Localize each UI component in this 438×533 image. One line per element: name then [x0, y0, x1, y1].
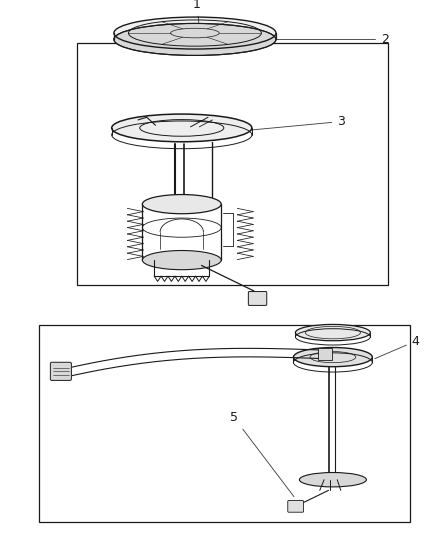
Text: 2: 2: [262, 33, 389, 46]
FancyBboxPatch shape: [39, 325, 410, 522]
FancyBboxPatch shape: [318, 348, 332, 360]
Ellipse shape: [142, 251, 221, 270]
Ellipse shape: [293, 348, 372, 367]
Ellipse shape: [299, 473, 366, 487]
Ellipse shape: [112, 114, 252, 142]
Text: 3: 3: [247, 115, 345, 131]
Ellipse shape: [114, 17, 276, 49]
FancyBboxPatch shape: [50, 362, 71, 381]
Ellipse shape: [142, 195, 221, 214]
Text: 5: 5: [230, 411, 294, 497]
Ellipse shape: [114, 23, 276, 55]
Text: 1: 1: [193, 0, 201, 26]
FancyBboxPatch shape: [77, 43, 388, 285]
Ellipse shape: [295, 325, 370, 341]
FancyBboxPatch shape: [248, 292, 267, 305]
Text: 4: 4: [375, 335, 420, 359]
FancyBboxPatch shape: [288, 500, 304, 512]
